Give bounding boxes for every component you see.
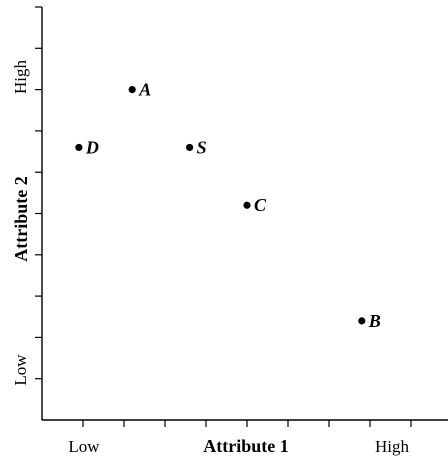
point-label: C — [254, 195, 267, 215]
x-axis-ticks — [82, 420, 412, 427]
x-axis-high-label: High — [375, 437, 410, 456]
data-point-s: S — [186, 137, 207, 157]
point-marker — [75, 143, 83, 152]
point-label: A — [138, 80, 151, 100]
point-label: B — [368, 311, 381, 331]
y-axis-ticks — [35, 6, 42, 380]
point-marker — [243, 201, 251, 209]
data-point-d: D — [75, 137, 99, 157]
data-point-a: A — [128, 80, 151, 100]
point-label: S — [197, 137, 207, 157]
data-points: A D S C B — [75, 80, 381, 331]
x-axis-title: Attribute 1 — [203, 436, 288, 456]
y-axis-low-label: Low — [11, 354, 30, 386]
x-axis-low-label: Low — [68, 437, 100, 456]
point-marker — [128, 86, 136, 94]
point-label: D — [85, 137, 99, 157]
y-axis-title: Attribute 2 — [11, 176, 31, 261]
data-point-b: B — [358, 311, 381, 331]
axes — [41, 7, 448, 421]
y-axis-high-label: High — [11, 60, 30, 95]
point-marker — [186, 143, 194, 152]
point-marker — [358, 317, 366, 325]
data-point-c: C — [243, 195, 267, 215]
